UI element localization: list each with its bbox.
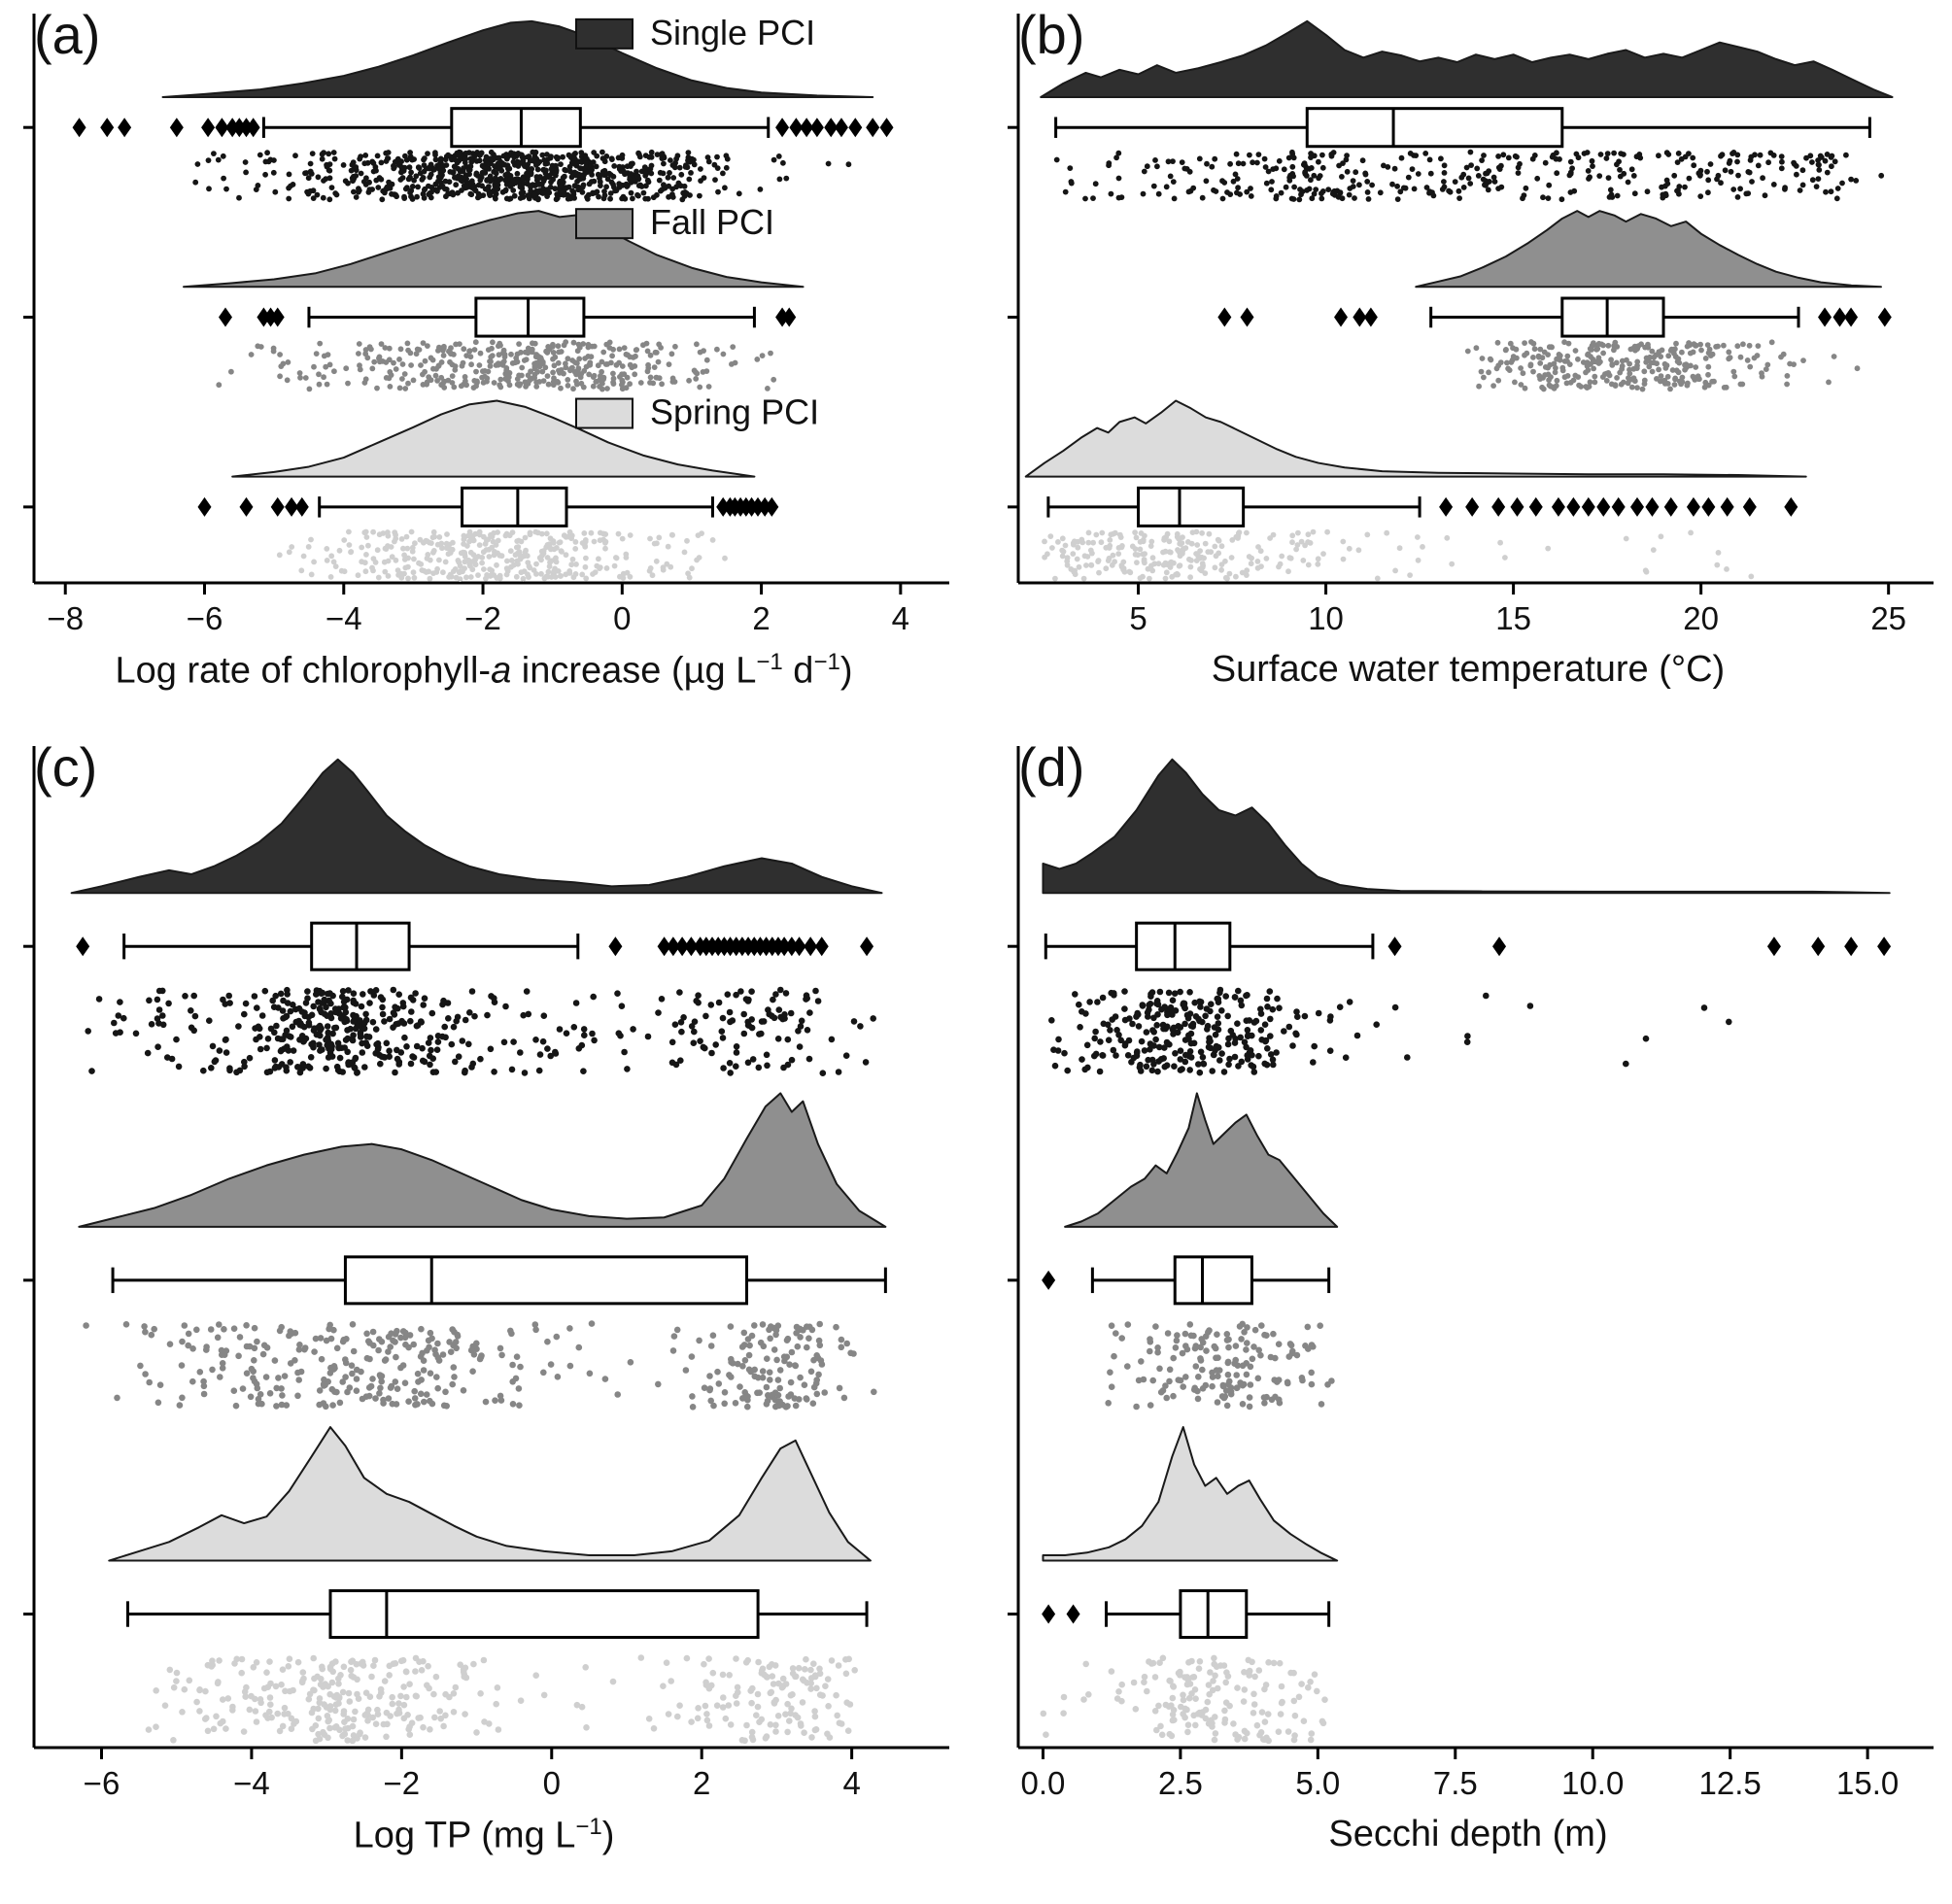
xlabel-italic: a [491, 650, 512, 692]
svg-text:4: 4 [842, 1765, 860, 1801]
xlabel-text: increase (µg L [511, 650, 757, 692]
raincloud-chart-c: −6 −4 −2 0 2 4 [23, 746, 949, 1801]
raincloud-chart-b: 5 10 15 20 25 [1008, 14, 1934, 636]
svg-text:7.5: 7.5 [1433, 1765, 1478, 1801]
svg-text:10.0: 10.0 [1561, 1765, 1624, 1801]
panel-label-d: (d) [1018, 736, 1085, 798]
xlabel-text: d [782, 650, 814, 692]
panel-label-c: (c) [34, 736, 98, 798]
svg-text:0: 0 [543, 1765, 561, 1801]
panel-b: (b) 5 10 15 20 25 Surface water temperature … [989, 6, 1947, 727]
svg-text:−8: −8 [47, 600, 84, 636]
x-axis-label-d: Secchi depth (m) [989, 1814, 1947, 1855]
panel-c: (c) −6 −4 −2 0 2 4 Log TP (mg L−1) [5, 738, 963, 1896]
svg-text:20: 20 [1683, 600, 1719, 636]
svg-text:0: 0 [613, 600, 631, 636]
panel-d: (d) 0.0 2.5 5.0 7.5 10.0 12.5 15.0 Secchi dept… [989, 738, 1947, 1896]
xlabel-superscript: −1 [813, 649, 840, 675]
svg-text:2: 2 [693, 1765, 710, 1801]
svg-text:−4: −4 [233, 1765, 270, 1801]
xlabel-text: Surface water temperature (°C) [1211, 649, 1726, 690]
raincloud-chart-d: 0.0 2.5 5.0 7.5 10.0 12.5 15.0 [1008, 746, 1934, 1801]
svg-text:5: 5 [1129, 600, 1147, 636]
x-axis-label-a: Log rate of chlorophyll-a increase (µg L… [5, 649, 963, 693]
svg-text:−2: −2 [384, 1765, 421, 1801]
svg-text:Single PCI: Single PCI [650, 13, 815, 52]
xlabel-text: ) [601, 1815, 615, 1856]
svg-text:−2: −2 [464, 600, 501, 636]
x-axis-label-b: Surface water temperature (°C) [989, 649, 1947, 691]
svg-text:15.0: 15.0 [1836, 1765, 1899, 1801]
xlabel-superscript: −1 [575, 1814, 602, 1840]
svg-text:25: 25 [1870, 600, 1906, 636]
svg-text:−4: −4 [325, 600, 362, 636]
svg-text:4: 4 [892, 600, 909, 636]
svg-text:Fall PCI: Fall PCI [650, 202, 774, 242]
xlabel-text: Log TP (mg L [353, 1815, 576, 1856]
xlabel-superscript: −1 [756, 649, 783, 675]
xlabel-text: ) [839, 650, 853, 692]
svg-text:Spring PCI: Spring PCI [650, 392, 819, 432]
xlabel-text: Secchi depth (m) [1328, 1814, 1608, 1854]
raincloud-chart-a: −8 −6 −4 −2 0 2 4 Single PCI Fall PCI Spring PCI [23, 13, 949, 636]
panel-label-b: (b) [1018, 4, 1085, 65]
xlabel-text: Log rate of chlorophyll- [115, 650, 492, 692]
svg-text:2.5: 2.5 [1158, 1765, 1203, 1801]
svg-text:15: 15 [1495, 600, 1531, 636]
panel-label-a: (a) [34, 4, 101, 65]
svg-text:0.0: 0.0 [1021, 1765, 1066, 1801]
svg-text:12.5: 12.5 [1699, 1765, 1762, 1801]
svg-text:−6: −6 [187, 600, 223, 636]
svg-text:2: 2 [752, 600, 770, 636]
svg-text:−6: −6 [84, 1765, 120, 1801]
svg-text:10: 10 [1308, 600, 1344, 636]
svg-text:5.0: 5.0 [1295, 1765, 1340, 1801]
panel-a: (a) −8 −6 −4 −2 0 2 4 Single PCI Fall PCI Spring … [5, 6, 963, 727]
x-axis-label-c: Log TP (mg L−1) [5, 1814, 963, 1857]
